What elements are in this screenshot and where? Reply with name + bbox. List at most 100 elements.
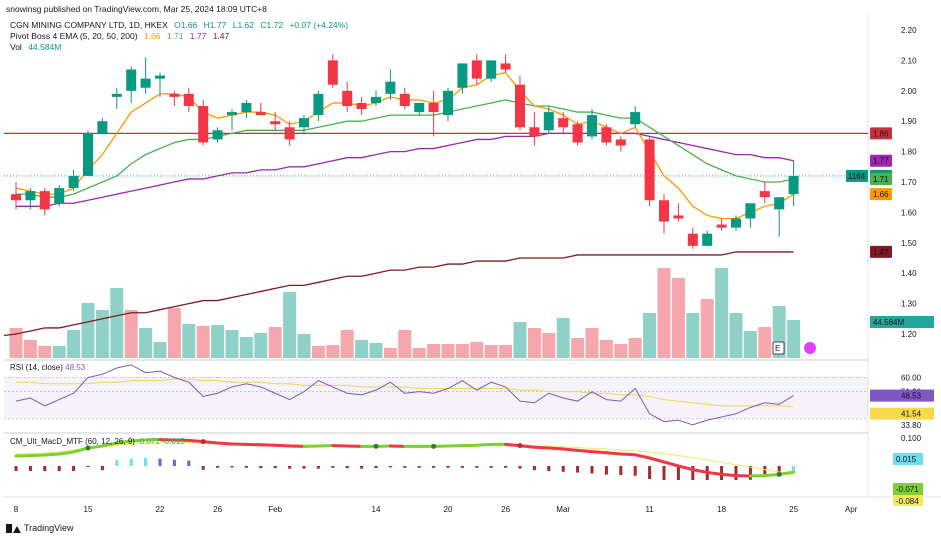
macd-hist-bar (619, 466, 623, 475)
ohlc-low: L1.62 (232, 20, 254, 30)
macd-hist-bar (648, 466, 652, 479)
volume-bar (729, 313, 743, 358)
macd-line-segment (576, 448, 594, 454)
macd-hist-bar (446, 466, 450, 468)
candle-body (572, 124, 583, 143)
candle-body (97, 121, 108, 134)
macd-hist-bar (460, 466, 464, 468)
macd-value-2: -0.015 (162, 437, 185, 446)
rsi-legend[interactable]: RSI (14, close) 48.53 (10, 363, 85, 372)
volume-bar (614, 344, 628, 358)
macd-line-segment (633, 453, 652, 460)
time-axis-label: 20 (444, 505, 453, 514)
price-axis-label: 1.70 (901, 178, 917, 187)
price-axis-label: 2.10 (901, 56, 917, 65)
volume-bar (412, 348, 426, 358)
macd-signal-tag-bg (893, 495, 923, 506)
volume-bar (311, 346, 325, 358)
vol-label: Vol (10, 42, 22, 52)
volume-bar (599, 340, 613, 358)
macd-hist-bar (316, 466, 320, 469)
macd-hist-bar (417, 466, 421, 468)
macd-line-segment (720, 472, 738, 478)
candle-body (558, 118, 569, 128)
candle-body (457, 63, 468, 88)
macd-legend[interactable]: CM_Ult_MacD_MTF (60, 12, 26, 9) -0.071 -… (10, 437, 185, 446)
brand-name: TradingView (24, 523, 74, 533)
macd-hist-bar (691, 466, 695, 480)
candle-body (687, 233, 698, 246)
time-axis-label: Feb (268, 505, 282, 514)
macd-hist-bar (331, 466, 335, 468)
macd-line-segment (676, 464, 695, 472)
volume-bar (153, 342, 167, 358)
volume-bar (715, 268, 729, 358)
macd-hist-bar (388, 466, 392, 468)
tradingview-logo[interactable]: TradingView (6, 523, 74, 533)
candle-body (587, 115, 597, 137)
ohlc-high: H1.77 (203, 20, 227, 30)
dividend-icon (804, 342, 816, 354)
macd-hist-bar (662, 466, 666, 480)
volume-bar (527, 328, 541, 358)
ohlc-close: C1.72 (260, 20, 284, 30)
volume-bar (542, 333, 556, 358)
macd-hist-bar (172, 459, 176, 466)
volume-bar (671, 278, 685, 358)
candle-body (284, 127, 295, 140)
macd-label: CM_Ult_MacD_MTF (60, 12, 26, 9) (10, 437, 135, 446)
volume-bar (355, 340, 369, 358)
volume-bar (254, 333, 268, 358)
tag-ema5-bg (870, 188, 892, 201)
tag-hline: 1.86 (873, 129, 889, 138)
volume-bar (110, 288, 124, 358)
price-axis-label: 1.90 (901, 117, 917, 126)
volume-bar (585, 328, 599, 358)
macd-hist-bar (748, 466, 752, 480)
macd-hist-bar (57, 466, 61, 471)
volume-bar (556, 318, 570, 358)
ema200-value: 1.47 (212, 31, 230, 41)
volume-bar (23, 340, 37, 358)
rsi-tag-bg (870, 389, 934, 402)
volume-bar (95, 310, 109, 358)
ema20-value: 1.71 (166, 31, 184, 41)
macd-hist-bar (777, 466, 781, 472)
candle-body (83, 133, 93, 176)
time-axis-label: 18 (717, 505, 726, 514)
tag-ema50-bg (870, 154, 892, 167)
rsi-label: RSI (14, close) (10, 363, 63, 372)
vol-legend[interactable]: Vol 44.584M (10, 42, 65, 52)
macd-hist-bar (244, 466, 248, 468)
time-axis-label: 15 (84, 505, 93, 514)
macd-hist-bar (144, 457, 148, 466)
macd-hist-tag: 0.015 (896, 455, 917, 464)
candle-body (111, 93, 122, 97)
earnings-icon-letter: E (775, 344, 780, 353)
candle-body (270, 121, 281, 125)
ohlc-open: O1.66 (174, 20, 198, 30)
volume-bar (124, 310, 138, 358)
macd-line-segment (475, 442, 493, 447)
macd-line-segment (43, 452, 61, 457)
price-axis-label: 1.30 (901, 300, 917, 309)
volume-bar (239, 337, 253, 358)
candle-body (759, 191, 770, 198)
macd-hist-bar (302, 466, 306, 469)
macd-line-segment (604, 451, 623, 456)
symbol-legend[interactable]: CGN MINING COMPANY LTD, 1D, HKEX O1.66 H… (10, 20, 352, 30)
candle-body (342, 90, 353, 106)
rsi-axis-label: 33.80 (901, 421, 922, 430)
rsi-band (4, 377, 868, 419)
tag-hline-bg (870, 127, 892, 140)
macd-hist-bar (518, 466, 522, 469)
macd-line-segment (590, 450, 608, 455)
ema200-line (15, 251, 794, 335)
tag-countdown-bg (846, 169, 868, 182)
ema50-value: 1.77 (189, 31, 207, 41)
macd-hist-bar (86, 466, 90, 467)
ema-legend[interactable]: Pivot Boss 4 EMA (5, 20, 50, 200) 1.66 1… (10, 31, 233, 41)
volume-bar (743, 331, 757, 358)
earnings-icon (772, 341, 785, 355)
